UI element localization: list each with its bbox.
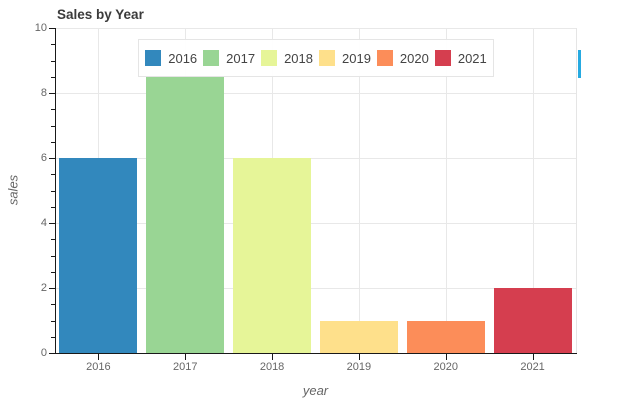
x-tick-label: 2019 (346, 361, 372, 373)
y-minor-tick (51, 336, 55, 338)
h-gridline (56, 288, 576, 289)
v-gridline (445, 29, 447, 353)
y-minor-tick (51, 125, 55, 127)
y-tick-label: 0 (40, 347, 47, 359)
x-major-tick (98, 354, 100, 360)
x-tick-label: 2021 (520, 361, 545, 373)
y-minor-tick (51, 239, 55, 241)
x-axis-label: year (302, 383, 329, 398)
x-axis (55, 353, 577, 354)
y-minor-tick (51, 271, 55, 273)
y-tick-label: 2 (40, 282, 47, 294)
y-minor-tick (51, 76, 55, 78)
bar-2018 (233, 158, 312, 353)
legend-swatch (203, 50, 220, 66)
y-axis (55, 28, 56, 354)
y-minor-tick (51, 141, 55, 143)
h-gridline (56, 28, 576, 29)
legend: 2016 2017 2018 2019 2020 2021 (138, 39, 494, 77)
y-minor-tick (51, 174, 55, 176)
bar-2019 (319, 320, 398, 353)
legend-swatch (319, 50, 335, 66)
y-major-tick (49, 288, 55, 289)
y-major-tick (49, 28, 55, 29)
y-major-tick (49, 158, 55, 159)
y-minor-tick (51, 44, 55, 46)
legend-item-2021: 2021 (434, 50, 487, 66)
y-tick-label: 10 (34, 22, 47, 34)
legend-item-2017: 2017 (203, 50, 255, 66)
x-tick-label: 2018 (259, 361, 285, 373)
y-tick-label: 8 (40, 87, 47, 99)
legend-item-2019: 2019 (319, 50, 371, 66)
legend-item-2016: 2016 (145, 50, 197, 66)
h-gridline (56, 223, 576, 224)
legend-label: 2018 (284, 50, 313, 66)
bar-2021 (493, 288, 572, 353)
x-tick-label: 2016 (86, 361, 111, 373)
y-tick-label: 4 (40, 217, 47, 229)
legend-swatch (261, 50, 278, 66)
v-gridline (358, 29, 360, 353)
chart-title: Sales by Year (57, 7, 144, 22)
toolbar: ? (580, 0, 631, 409)
legend-label: 2016 (168, 50, 198, 66)
bar-2017 (146, 76, 225, 353)
y-major-tick (49, 353, 55, 354)
v-gridline (532, 29, 534, 353)
y-minor-tick (51, 190, 55, 192)
y-minor-tick (51, 255, 55, 257)
x-major-tick (272, 354, 274, 360)
legend-swatch (145, 50, 162, 66)
y-axis-label: sales (5, 174, 21, 206)
y-major-tick (49, 93, 55, 94)
y-minor-tick (51, 320, 55, 322)
x-tick-label: 2020 (433, 361, 458, 373)
legend-swatch (434, 50, 451, 66)
legend-label: 2017 (226, 50, 256, 66)
y-major-tick (49, 223, 55, 224)
bar-2020 (406, 320, 485, 353)
legend-label: 2021 (457, 50, 487, 66)
active-tool-indicator (578, 50, 581, 78)
y-tick-label: 6 (40, 152, 47, 164)
y-minor-tick (51, 60, 55, 62)
legend-label: 2019 (342, 50, 371, 66)
y-minor-tick (51, 304, 55, 306)
y-minor-tick (51, 206, 55, 208)
legend-item-2020: 2020 (376, 50, 429, 66)
x-major-tick (532, 354, 534, 360)
bar-2016 (59, 158, 138, 353)
x-major-tick (358, 354, 360, 360)
legend-swatch (376, 50, 393, 66)
x-major-tick (445, 354, 447, 360)
legend-item-2018: 2018 (261, 50, 313, 66)
h-gridline (56, 158, 576, 159)
h-gridline (56, 93, 576, 94)
x-major-tick (185, 354, 187, 360)
legend-label: 2020 (399, 50, 429, 66)
y-minor-tick (51, 109, 55, 111)
x-tick-label: 2017 (173, 361, 198, 373)
